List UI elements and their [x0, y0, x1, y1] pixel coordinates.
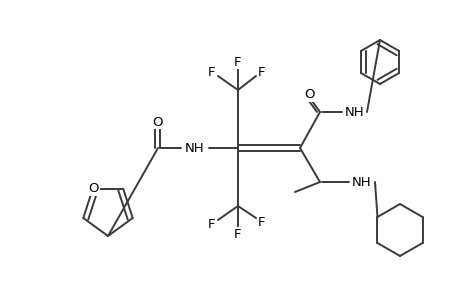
Text: F: F: [208, 218, 215, 230]
Text: F: F: [257, 65, 265, 79]
Text: F: F: [234, 56, 241, 68]
Text: O: O: [152, 116, 163, 128]
Text: F: F: [234, 227, 241, 241]
Text: NH: NH: [185, 142, 204, 154]
Text: O: O: [88, 182, 99, 196]
Text: O: O: [304, 88, 314, 101]
Text: NH: NH: [352, 176, 371, 188]
Text: NH: NH: [344, 106, 364, 118]
Text: F: F: [208, 65, 215, 79]
Text: F: F: [257, 215, 265, 229]
